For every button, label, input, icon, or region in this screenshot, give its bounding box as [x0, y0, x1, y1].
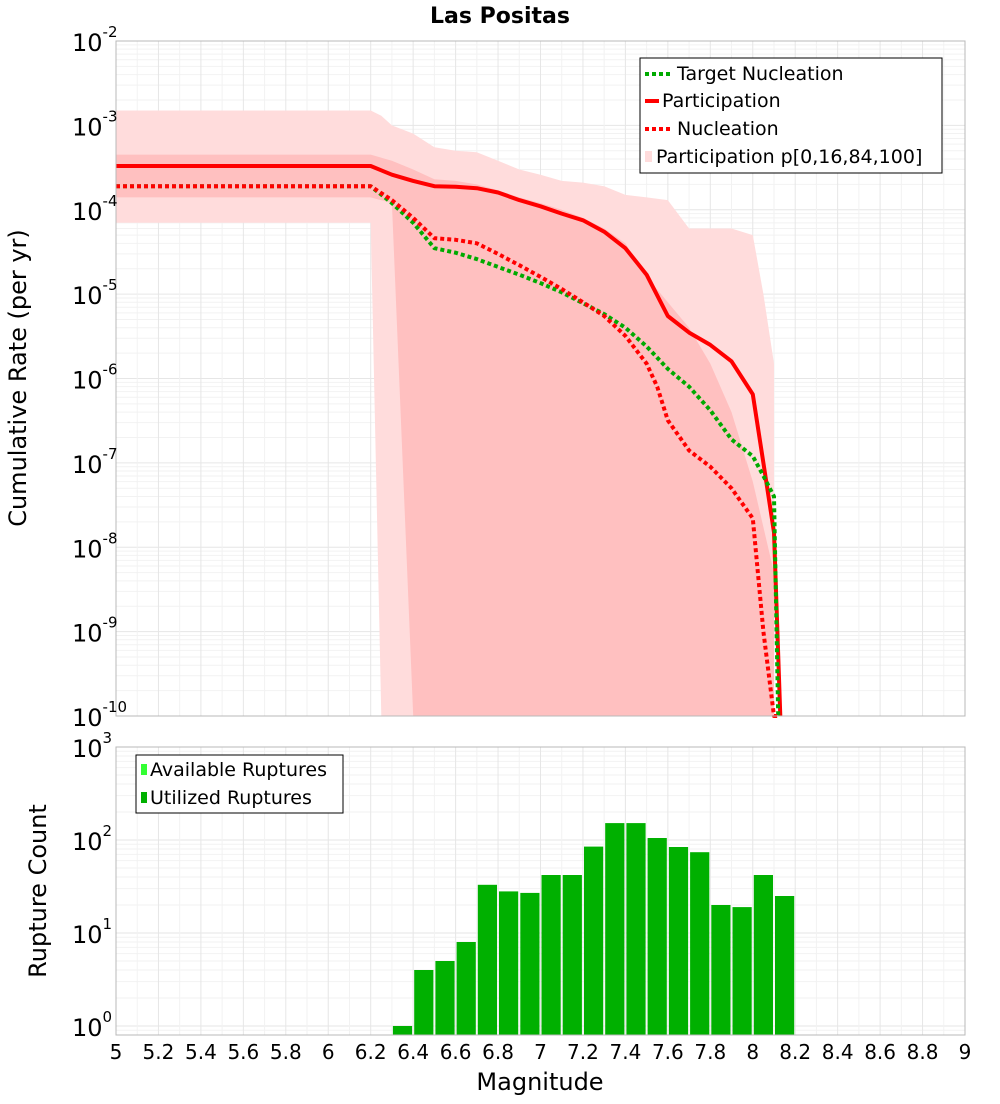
- x-tick-label: 8: [746, 1040, 759, 1064]
- y-tick-label: 10-7: [72, 445, 118, 479]
- x-tick-label: 7: [534, 1040, 547, 1064]
- top-legend: Target Nucleation Participation Nucleati…: [639, 57, 943, 174]
- legend-swatch-available: [141, 764, 147, 775]
- rupture-bar: [775, 896, 795, 1035]
- x-tick-label: 6: [322, 1040, 335, 1064]
- top-y-tick-labels: 10-2 10-3 10-4 10-5 10-6 10-7 10-8 10-9 10-10: [72, 23, 127, 732]
- y-tick-label: 10-3: [72, 107, 118, 141]
- series-line-participation: [116, 164, 783, 717]
- x-tick-label: 6.2: [355, 1040, 387, 1064]
- legend-label-utilized: Utilized Ruptures: [150, 787, 312, 809]
- rupture-bar: [477, 884, 497, 1035]
- y-tick-label: 100: [72, 1008, 112, 1042]
- bottom-legend: Available Ruptures Utilized Ruptures: [135, 754, 344, 814]
- rupture-bar: [626, 823, 646, 1035]
- rupture-bar: [392, 1026, 413, 1035]
- rupture-bar: [541, 875, 561, 1035]
- legend-label-participation-band: Participation p[0,16,84,100]: [656, 146, 922, 168]
- rupture-bar: [753, 875, 773, 1035]
- legend-swatch-utilized: [141, 792, 147, 803]
- x-tick-label: 7.8: [694, 1040, 726, 1064]
- rupture-bar: [520, 892, 540, 1035]
- x-tick-label: 7.6: [652, 1040, 684, 1064]
- legend-label-nucleation: Nucleation: [677, 118, 779, 140]
- top-legend-box: [639, 57, 943, 174]
- rupture-bar: [732, 907, 752, 1035]
- legend-label-target-nucleation: Target Nucleation: [676, 63, 844, 85]
- x-tick-label: 6.8: [482, 1040, 514, 1064]
- y-tick-label: 10-4: [72, 192, 118, 226]
- rupture-bar: [499, 891, 519, 1035]
- series-line-target-nucleation: [116, 184, 781, 717]
- top-y-axis-label: Cumulative Rate (per yr): [4, 229, 32, 527]
- rupture-bar: [711, 905, 731, 1035]
- chart-title: Las Positas: [430, 4, 570, 29]
- rupture-bar: [605, 823, 625, 1035]
- legend-label-available: Available Ruptures: [150, 759, 327, 781]
- legend-label-participation: Participation: [662, 90, 781, 112]
- bottom-y-tick-labels: 100 101 102 103: [72, 729, 112, 1042]
- bottom-y-axis-label: Rupture Count: [24, 804, 52, 978]
- x-tick-label: 5.4: [185, 1040, 217, 1064]
- x-tick-label: 8.4: [822, 1040, 854, 1064]
- participation-band-1: [116, 154, 774, 717]
- bottom-plot-frame: [115, 746, 966, 1036]
- bottom-legend-box: [135, 754, 344, 814]
- y-tick-label: 101: [72, 915, 112, 949]
- x-tick-label: 8.8: [907, 1040, 939, 1064]
- x-tick-label: 6.4: [397, 1040, 429, 1064]
- x-tick-label: 7.4: [609, 1040, 641, 1064]
- y-tick-label: 10-5: [72, 276, 118, 310]
- x-tick-label: 8.6: [864, 1040, 896, 1064]
- x-tick-label: 5.2: [143, 1040, 175, 1064]
- series-line-nucleation: [116, 184, 779, 718]
- x-tick-label: 9: [959, 1040, 972, 1064]
- x-tick-label: 5.6: [227, 1040, 259, 1064]
- rupture-bar: [584, 846, 604, 1035]
- y-tick-label: 10-9: [72, 614, 118, 648]
- rupture-bars: [392, 823, 795, 1035]
- y-tick-label: 10-2: [72, 23, 118, 57]
- x-tick-label: 6.6: [440, 1040, 472, 1064]
- rupture-bar: [435, 961, 455, 1035]
- x-tick-label: 7.2: [567, 1040, 599, 1064]
- x-axis-label: Magnitude: [476, 1068, 603, 1096]
- y-tick-label: 10-8: [72, 529, 118, 563]
- rupture-bar: [690, 852, 710, 1035]
- rupture-bar: [668, 847, 689, 1035]
- x-tick-label: 8.2: [779, 1040, 811, 1064]
- x-tick-label: 5.8: [270, 1040, 302, 1064]
- rupture-bar: [647, 838, 667, 1035]
- y-tick-label: 103: [72, 729, 112, 763]
- rupture-count-panel: 100 101 102 103 5 5.2 5.4 5.6 5.8 6 6.2 6.4 6.6 6.8 7…: [24, 729, 971, 1096]
- x-tick-label: 5: [110, 1040, 123, 1064]
- rupture-bar: [414, 970, 434, 1035]
- rupture-bar: [456, 942, 476, 1035]
- rupture-bar: [562, 875, 582, 1035]
- x-tick-labels: 5 5.2 5.4 5.6 5.8 6 6.2 6.4 6.6 6.8 7 7.2 7.4 7.6 7.8 8…: [110, 1040, 972, 1064]
- rate-lines: [116, 164, 783, 718]
- legend-swatch-participation-band: [645, 151, 652, 162]
- y-tick-label: 10-10: [72, 698, 127, 732]
- cumulative-rate-panel: 10-2 10-3 10-4 10-5 10-6 10-7 10-8 10-9 10-10 La…: [4, 4, 966, 732]
- y-tick-label: 102: [72, 822, 112, 856]
- y-tick-label: 10-6: [72, 361, 118, 395]
- participation-bands: [116, 110, 774, 717]
- top-plot-frame: [115, 40, 966, 717]
